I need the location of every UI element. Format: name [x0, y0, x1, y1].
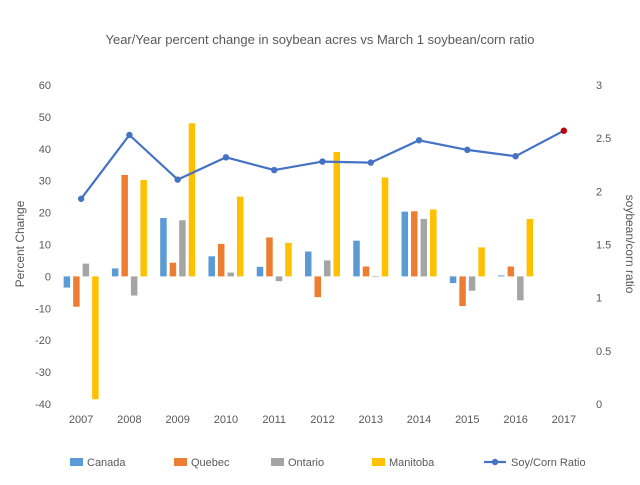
- y-tick-label: -30: [35, 367, 51, 379]
- legend-label-ontario: Ontario: [288, 457, 324, 469]
- y2-tick-label: 1.5: [596, 240, 611, 252]
- bar-quebec: [169, 262, 177, 277]
- y-axis-label: Percent Change: [13, 200, 27, 287]
- bar-canada: [353, 240, 360, 277]
- y2-tick-label: 2.5: [596, 133, 611, 145]
- y-tick-label: 40: [39, 144, 51, 156]
- y2-tick-label: 1: [596, 293, 602, 305]
- bar-ontario: [372, 276, 379, 277]
- bar-quebec: [507, 266, 515, 277]
- bar-ontario: [324, 260, 331, 277]
- bar-manitoba: [140, 180, 147, 277]
- line-point-soy-corn-ratio: [126, 131, 133, 139]
- y-tick-label: -40: [35, 399, 51, 411]
- bar-manitoba: [478, 247, 485, 277]
- plot-area: -40 -30 -20 -10 0 10 20 30 40 50 60 0 0.5 1 1.5 2 2.5 3 20…: [35, 80, 611, 426]
- bar-ontario: [82, 263, 90, 277]
- legend: Canada Quebec Ontario Manitoba Soy/Corn Rati…: [70, 457, 586, 469]
- legend-label-manitoba: Manitoba: [389, 457, 435, 469]
- y-tick-label: 0: [45, 271, 51, 283]
- bar-ontario: [517, 276, 524, 301]
- legend-label-soy-corn-ratio: Soy/Corn Ratio: [511, 457, 586, 469]
- bar-manitoba: [381, 177, 389, 277]
- bar-quebec: [121, 174, 128, 277]
- x-tick-label: 2008: [117, 414, 141, 426]
- bar-quebec: [411, 211, 418, 277]
- bar-canada: [111, 268, 119, 277]
- line-point-soy-corn-ratio: [512, 153, 519, 160]
- bar-quebec: [362, 266, 370, 277]
- bar-canada: [401, 211, 409, 277]
- x-tick-label: 2015: [455, 414, 479, 426]
- y-tick-label: 20: [39, 208, 51, 220]
- bar-manitoba: [92, 276, 99, 400]
- legend-marker-soy-corn-ratio: [491, 458, 499, 466]
- bar-manitoba: [526, 218, 534, 277]
- y-tick-label: 10: [39, 240, 51, 252]
- bar-canada: [63, 276, 71, 288]
- bar-canada: [208, 256, 215, 277]
- legend-swatch-quebec: [174, 458, 187, 466]
- legend-swatch-ontario: [271, 458, 284, 466]
- y2-tick-label: 2: [596, 186, 602, 198]
- y-tick-label: -20: [35, 335, 51, 347]
- bar-quebec: [73, 276, 80, 307]
- bar-manitoba: [285, 242, 292, 277]
- bar-ontario: [179, 220, 186, 277]
- line-point-soy-corn-ratio: [174, 176, 181, 183]
- x-tick-label: 2010: [214, 414, 238, 426]
- bar-manitoba: [236, 196, 244, 277]
- bar-canada: [449, 276, 457, 284]
- line-point-soy-corn-ratio: [415, 137, 423, 144]
- y-tick-label: 30: [39, 176, 51, 188]
- bar-canada: [498, 275, 505, 277]
- bar-quebec: [459, 276, 466, 307]
- y2-tick-label: 0.5: [596, 346, 611, 358]
- bar-manitoba: [430, 209, 437, 277]
- bar-canada: [160, 218, 167, 277]
- y2-axis-label: soybean/corn ratio: [623, 195, 637, 294]
- bar-canada: [305, 251, 312, 277]
- x-tick-label: 2014: [407, 414, 431, 426]
- y-tick-label: 60: [39, 80, 51, 92]
- legend-swatch-canada: [70, 458, 83, 466]
- chart-title: Year/Year percent change in soybean acre…: [105, 32, 534, 47]
- line-point-soy-corn-ratio: [367, 159, 374, 166]
- legend-label-quebec: Quebec: [191, 457, 230, 469]
- line-point-soy-corn-ratio: [77, 195, 85, 202]
- x-tick-label: 2017: [552, 414, 576, 426]
- line-point-soy-corn-ratio: [271, 166, 278, 174]
- line-point-soy-corn-ratio: [464, 146, 471, 154]
- bar-quebec: [314, 276, 321, 298]
- bar-manitoba: [188, 123, 196, 277]
- line-point-soy-corn-ratio: [319, 158, 326, 165]
- x-tick-label: 2009: [165, 414, 189, 426]
- y2-tick-label: 0: [596, 399, 602, 411]
- bar-quebec: [266, 237, 273, 277]
- bar-ontario: [420, 218, 428, 277]
- bar-ontario: [468, 276, 476, 291]
- legend-label-canada: Canada: [87, 457, 126, 469]
- x-tick-label: 2012: [310, 414, 334, 426]
- line-point-soy-corn-ratio: [222, 154, 230, 161]
- bar-ontario: [227, 272, 234, 277]
- bar-ontario: [130, 276, 138, 296]
- bar-ontario: [275, 276, 283, 282]
- x-tick-label: 2016: [503, 414, 527, 426]
- x-tick-label: 2007: [69, 414, 93, 426]
- bar-manitoba: [333, 151, 340, 277]
- x-tick-label: 2013: [359, 414, 383, 426]
- legend-swatch-manitoba: [372, 458, 385, 466]
- x-tick-label: 2011: [262, 414, 286, 426]
- bar-canada: [256, 266, 264, 277]
- line-point-soy-corn-ratio: [560, 127, 568, 134]
- bar-quebec: [217, 243, 225, 277]
- y-tick-label: -10: [35, 303, 51, 315]
- y2-tick-label: 3: [596, 80, 602, 92]
- y-tick-label: 50: [39, 112, 51, 124]
